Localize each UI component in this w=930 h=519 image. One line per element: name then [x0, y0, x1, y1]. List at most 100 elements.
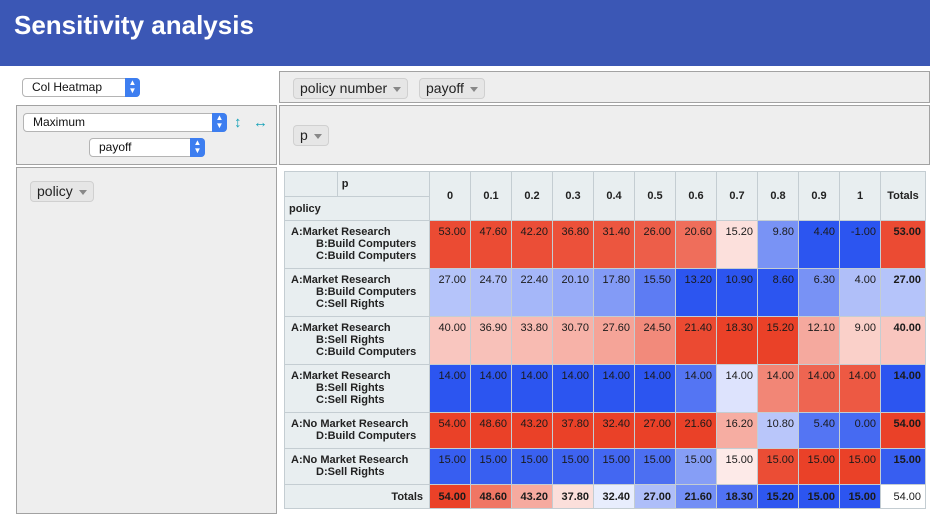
- value-cell[interactable]: 16.20: [716, 412, 758, 449]
- value-cell[interactable]: 15.00: [675, 448, 717, 485]
- col-total-cell[interactable]: 21.60: [675, 484, 717, 509]
- value-cell[interactable]: 30.70: [552, 316, 594, 365]
- field-pill-p[interactable]: p: [293, 125, 329, 146]
- value-cell[interactable]: 24.50: [634, 316, 676, 365]
- value-cell[interactable]: 21.40: [675, 316, 717, 365]
- value-cell[interactable]: 15.00: [470, 448, 512, 485]
- value-cell[interactable]: 27.00: [429, 268, 471, 317]
- row-total-cell[interactable]: 54.00: [880, 412, 926, 449]
- renderer-select[interactable]: Col Heatmap ▲ ▼: [22, 78, 140, 97]
- value-cell[interactable]: 15.00: [429, 448, 471, 485]
- col-total-cell[interactable]: 43.20: [511, 484, 553, 509]
- value-cell[interactable]: 43.20: [511, 412, 553, 449]
- value-cell[interactable]: 26.00: [634, 220, 676, 269]
- sort-cols-icon[interactable]: ↔: [253, 114, 268, 131]
- value-cell[interactable]: 14.00: [593, 364, 635, 413]
- field-pill-policy[interactable]: policy: [30, 181, 94, 202]
- value-cell[interactable]: 4.00: [839, 268, 881, 317]
- value-cell[interactable]: 48.60: [470, 412, 512, 449]
- value-cell[interactable]: 15.20: [716, 220, 758, 269]
- value-cell[interactable]: 5.40: [798, 412, 840, 449]
- grand-total-cell[interactable]: 54.00: [880, 484, 926, 509]
- value-cell[interactable]: 22.40: [511, 268, 553, 317]
- value-cell[interactable]: 14.00: [798, 364, 840, 413]
- row-total-cell[interactable]: 53.00: [880, 220, 926, 269]
- value-cell[interactable]: 15.00: [839, 448, 881, 485]
- value-cell[interactable]: 20.10: [552, 268, 594, 317]
- value-cell[interactable]: 15.00: [798, 448, 840, 485]
- value-cell[interactable]: 47.60: [470, 220, 512, 269]
- value-cell[interactable]: 14.00: [511, 364, 553, 413]
- value-cell[interactable]: 14.00: [470, 364, 512, 413]
- value-cell[interactable]: 15.00: [716, 448, 758, 485]
- value-cell[interactable]: 27.00: [634, 412, 676, 449]
- value-cell[interactable]: 42.20: [511, 220, 553, 269]
- col-total-cell[interactable]: 32.40: [593, 484, 635, 509]
- value-cell[interactable]: 14.00: [839, 364, 881, 413]
- row-total-cell[interactable]: 15.00: [880, 448, 926, 485]
- value-cell[interactable]: 10.90: [716, 268, 758, 317]
- value-cell[interactable]: 6.30: [798, 268, 840, 317]
- value-cell[interactable]: 14.00: [429, 364, 471, 413]
- value-cell[interactable]: 37.80: [552, 412, 594, 449]
- caret-down-icon[interactable]: [78, 190, 87, 195]
- value-cell[interactable]: 14.00: [634, 364, 676, 413]
- aggregator-select[interactable]: Maximum ▲ ▼: [23, 113, 227, 132]
- col-total-cell[interactable]: 15.00: [798, 484, 840, 509]
- value-cell[interactable]: 31.40: [593, 220, 635, 269]
- value-cell[interactable]: 14.00: [675, 364, 717, 413]
- aggregator-field-select[interactable]: payoff ▲ ▼: [89, 138, 205, 157]
- row-total-cell[interactable]: 14.00: [880, 364, 926, 413]
- value-cell[interactable]: 27.60: [593, 316, 635, 365]
- value-cell[interactable]: 18.30: [716, 316, 758, 365]
- col-total-cell[interactable]: 15.20: [757, 484, 799, 509]
- value-cell[interactable]: 15.00: [552, 448, 594, 485]
- value-cell[interactable]: 15.00: [593, 448, 635, 485]
- value-cell[interactable]: 15.50: [634, 268, 676, 317]
- field-pill-payoff[interactable]: payoff: [419, 78, 485, 99]
- value-cell[interactable]: 15.00: [634, 448, 676, 485]
- value-cell[interactable]: 4.40: [798, 220, 840, 269]
- value-cell[interactable]: 15.20: [757, 316, 799, 365]
- value-cell[interactable]: 14.00: [552, 364, 594, 413]
- col-axis-panel[interactable]: p: [279, 105, 930, 165]
- value-cell[interactable]: -1.00: [839, 220, 881, 269]
- caret-down-icon[interactable]: [469, 87, 478, 92]
- value-cell[interactable]: 8.60: [757, 268, 799, 317]
- row-total-cell[interactable]: 40.00: [880, 316, 926, 365]
- value-cell[interactable]: 0.00: [839, 412, 881, 449]
- value-cell[interactable]: 53.00: [429, 220, 471, 269]
- value-cell[interactable]: 17.80: [593, 268, 635, 317]
- value-cell[interactable]: 21.60: [675, 412, 717, 449]
- value-cell[interactable]: 36.80: [552, 220, 594, 269]
- value-cell[interactable]: 12.10: [798, 316, 840, 365]
- value-cell[interactable]: 15.00: [757, 448, 799, 485]
- value-cell[interactable]: 54.00: [429, 412, 471, 449]
- field-pill-policy-number[interactable]: policy number: [293, 78, 409, 99]
- col-total-cell[interactable]: 48.60: [470, 484, 512, 509]
- col-total-cell[interactable]: 37.80: [552, 484, 594, 509]
- value-cell[interactable]: 24.70: [470, 268, 512, 317]
- row-axis-panel[interactable]: policy: [16, 167, 277, 514]
- caret-down-icon[interactable]: [313, 134, 322, 139]
- caret-down-icon[interactable]: [393, 87, 402, 92]
- value-cell[interactable]: 9.00: [839, 316, 881, 365]
- value-cell[interactable]: 32.40: [593, 412, 635, 449]
- value-cell[interactable]: 14.00: [757, 364, 799, 413]
- value-cell[interactable]: 15.00: [511, 448, 553, 485]
- row-total-cell[interactable]: 27.00: [880, 268, 926, 317]
- value-cell[interactable]: 36.90: [470, 316, 512, 365]
- sort-rows-icon[interactable]: ↕: [234, 114, 242, 131]
- value-cell[interactable]: 33.80: [511, 316, 553, 365]
- value-cell[interactable]: 10.80: [757, 412, 799, 449]
- value-cell[interactable]: 13.20: [675, 268, 717, 317]
- col-fields-panel[interactable]: policy number payoff: [279, 71, 930, 103]
- value-cell[interactable]: 14.00: [716, 364, 758, 413]
- col-total-cell[interactable]: 18.30: [716, 484, 758, 509]
- value-cell[interactable]: 40.00: [429, 316, 471, 365]
- col-total-cell[interactable]: 54.00: [429, 484, 471, 509]
- col-total-cell[interactable]: 27.00: [634, 484, 676, 509]
- value-cell[interactable]: 20.60: [675, 220, 717, 269]
- col-total-cell[interactable]: 15.00: [839, 484, 881, 509]
- value-cell[interactable]: 9.80: [757, 220, 799, 269]
